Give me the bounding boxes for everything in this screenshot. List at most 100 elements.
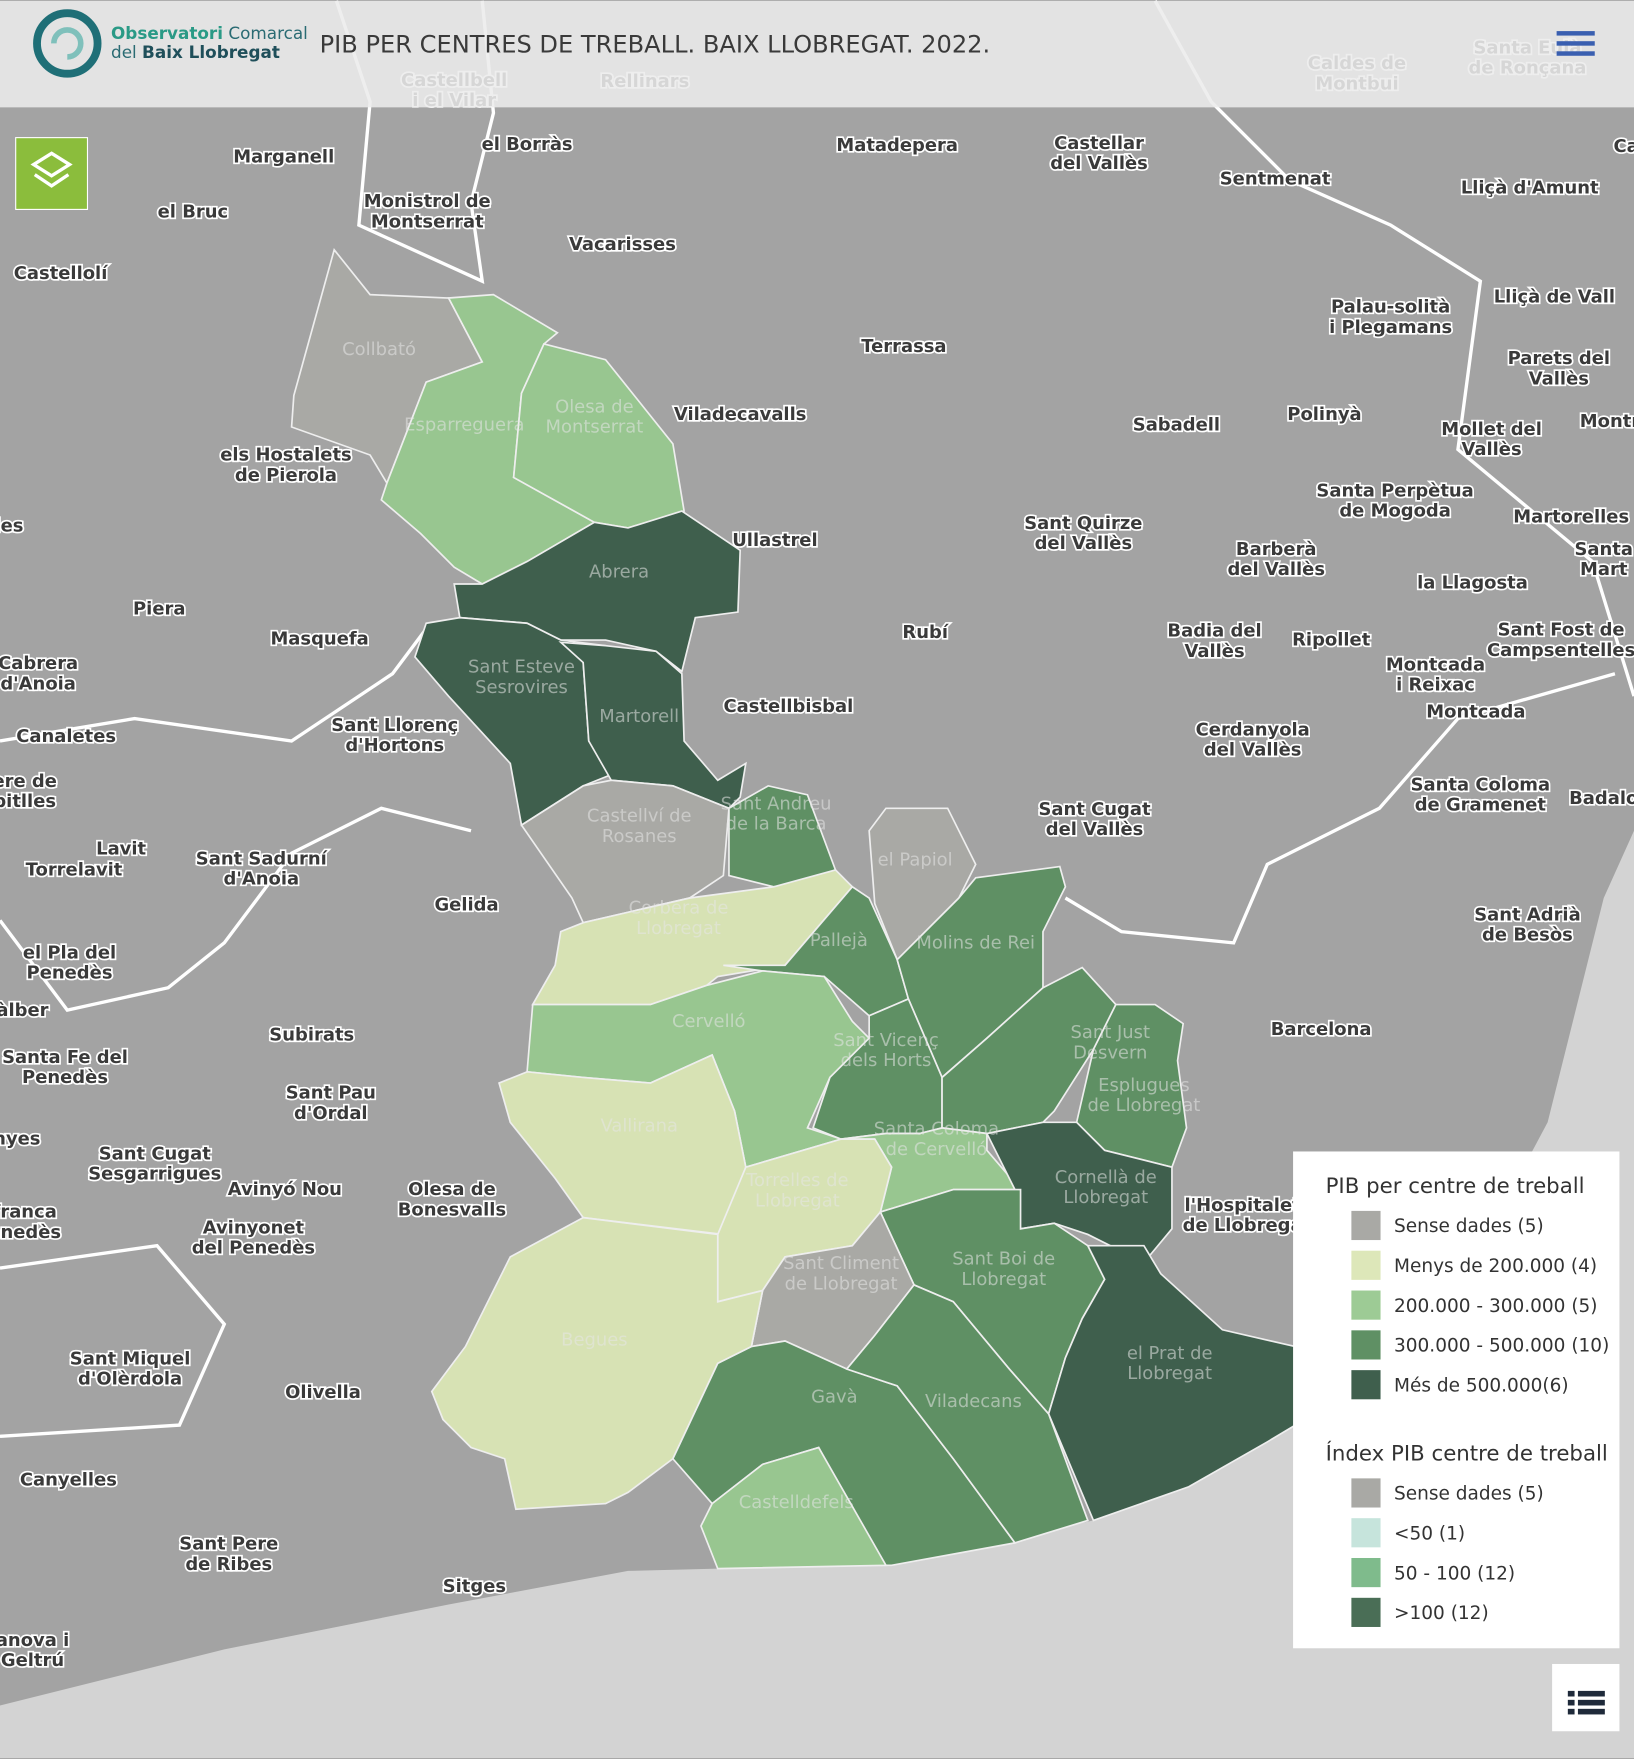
menu-bar <box>1556 31 1595 36</box>
logo-text: Observatori Comarcal <box>111 23 308 43</box>
place-label: Avinyonet <box>203 1217 305 1238</box>
place-label: d'Anoia <box>224 869 300 890</box>
menu-bar <box>1556 51 1595 56</box>
municipality-area <box>1075 1003 1188 1169</box>
place-label: Penedès <box>22 1067 108 1088</box>
place-label: Bonesvalls <box>398 1199 506 1220</box>
place-label: Parets del <box>1508 348 1610 369</box>
logo-text: del Baix Llobregat <box>111 42 280 62</box>
place-label: enedès <box>0 1222 61 1243</box>
place-label: de Llobrega <box>1183 1215 1303 1236</box>
place-label: Vacarisses <box>569 234 676 255</box>
place-label: Montcada <box>1386 654 1485 675</box>
place-label: nyes <box>0 1129 40 1150</box>
place-label: Vallès <box>1529 368 1589 389</box>
municipality-label: el Prat de <box>1127 1343 1213 1364</box>
place-label: Canyelles <box>20 1470 117 1491</box>
place-label: Barberà <box>1236 539 1317 560</box>
municipality-label: el Papiol <box>878 849 953 870</box>
place-labels: Castellbelli el VilarRellinarsCaldes deM… <box>0 36 1634 1673</box>
place-label: Gelida <box>434 894 498 915</box>
municipality-label: Montserrat <box>546 417 644 438</box>
place-label: Ca <box>1614 136 1634 157</box>
municipality-label: Sant Boi de <box>952 1249 1055 1270</box>
menu-button[interactable] <box>1556 31 1595 56</box>
legend-swatch <box>1351 1250 1381 1280</box>
municipality-label: Viladecans <box>925 1391 1022 1412</box>
municipality-label: Llobregat <box>961 1269 1046 1290</box>
municipality-area <box>520 779 730 924</box>
legend-swatch <box>1351 1478 1381 1508</box>
layers-button[interactable] <box>15 137 89 210</box>
place-label: de Gramenet <box>1415 795 1547 816</box>
place-label: Mollet del <box>1441 419 1542 440</box>
place-label: de Ribes <box>185 1554 272 1575</box>
place-label: Vallès <box>1461 439 1521 460</box>
legend-title: PIB per centre de treball <box>1326 1174 1585 1199</box>
municipality-label: Desvern <box>1073 1042 1147 1063</box>
municipality-area <box>531 869 854 1006</box>
place-label: l'Hospitalet <box>1184 1195 1301 1216</box>
municipality-area <box>498 1053 747 1236</box>
municipality-label: Torrelles de <box>745 1170 848 1191</box>
municipality-label: Gavà <box>811 1387 858 1408</box>
municipality-label: Castellví de <box>587 806 692 827</box>
place-label: anova i <box>0 1630 69 1651</box>
button-bg <box>1552 1663 1620 1732</box>
municipality-label: Molins de Rei <box>916 932 1035 953</box>
place-label: Castellar <box>1054 133 1144 154</box>
place-label: Sant Cugat <box>1039 799 1151 820</box>
place-label: Ullastrel <box>732 530 817 551</box>
place-label: Polinyà <box>1287 404 1361 425</box>
municipality-label: Sant Climent <box>783 1253 899 1274</box>
legend-box <box>1293 1151 1620 1649</box>
place-label: Sant Pau <box>286 1083 376 1104</box>
menu-bar <box>1556 41 1595 46</box>
boundary <box>0 806 472 1013</box>
place-label: Olivella <box>285 1382 361 1403</box>
legend-label: Sense dades (5) <box>1394 1484 1544 1505</box>
place-label: Subirats <box>269 1024 354 1045</box>
municipality-label: Llobregat <box>1127 1363 1212 1384</box>
place-label: el Bruc <box>158 201 228 222</box>
legend-swatch <box>1351 1597 1381 1627</box>
sea <box>0 830 1634 1759</box>
boundary <box>0 1243 227 1438</box>
legend-label: >100 (12) <box>1394 1603 1489 1624</box>
place-label: Badia del <box>1167 621 1261 642</box>
place-label: Rubí <box>902 622 948 643</box>
place-label: d'Anoia <box>0 673 76 694</box>
municipality-label: Cornellà de <box>1055 1167 1157 1188</box>
page-title: PIB PER CENTRES DE TREBALL. BAIX LLOBREG… <box>320 30 991 58</box>
legend-swatch <box>1351 1330 1381 1360</box>
municipality-area <box>1047 1244 1297 1522</box>
municipality-label: Vallirana <box>600 1115 678 1136</box>
municipality-label: de Llobregat <box>785 1273 898 1294</box>
place-label: Masquefa <box>270 629 368 650</box>
place-label: Terrassa <box>861 336 946 357</box>
place-label: d'Hortons <box>345 735 444 756</box>
boundaries <box>0 0 1634 1438</box>
place-label: Santa Perpètua <box>1316 481 1473 502</box>
place-label: Campsentelles <box>1487 640 1634 661</box>
place-label: Santa <box>1574 539 1632 560</box>
municipality-label: Abrera <box>589 561 649 582</box>
place-label: ere de <box>0 771 57 792</box>
municipality-label: Sant Esteve <box>468 657 575 678</box>
municipality-label: de Llobregat <box>1087 1095 1200 1116</box>
logo-word: del <box>111 42 137 62</box>
place-label: Ripollet <box>1292 630 1371 651</box>
legend-title: Índex PIB centre de treball <box>1326 1440 1608 1466</box>
place-label: del Vallès <box>1035 533 1133 554</box>
place-label: Sabadell <box>1133 414 1220 435</box>
place-label: Lliçà de Vall <box>1494 286 1615 307</box>
place-label: Badalo <box>1569 788 1634 809</box>
place-label: Canaletes <box>16 726 116 747</box>
place-label: d'Olèrdola <box>78 1369 182 1390</box>
logo-mark <box>33 9 102 78</box>
place-label: del Penedès <box>192 1238 315 1259</box>
municipality-label: de la Barca <box>726 814 827 835</box>
boundary <box>1064 672 1616 945</box>
list-button[interactable] <box>1552 1663 1620 1732</box>
